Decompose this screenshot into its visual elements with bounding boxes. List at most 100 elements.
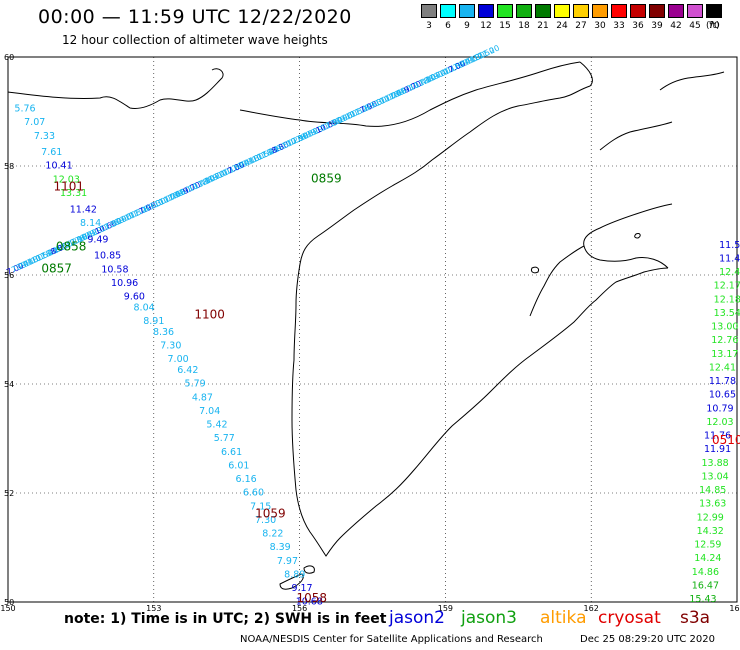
color-scale-label-70: 70: [708, 21, 720, 31]
color-scale-swatch-36: [630, 4, 646, 18]
color-scale-label-33: 33: [613, 21, 625, 31]
swh-label: 7.04: [199, 406, 220, 417]
color-scale-label-45: 45: [689, 21, 701, 31]
swh-label: 13.54: [714, 308, 740, 319]
color-scale-swatch-21: [535, 4, 551, 18]
swh-label: 8.89: [284, 569, 305, 580]
swh-label: 7.33: [34, 131, 55, 142]
x-tick-label-153: 153: [146, 604, 161, 613]
swh-label: 12.59: [694, 540, 721, 551]
color-scale-label-39: 39: [651, 21, 663, 31]
swh-label: 5.76: [14, 104, 35, 115]
swh-label: 10.68: [296, 597, 323, 608]
color-scale-label-18: 18: [518, 21, 530, 31]
color-scale-label-6: 6: [445, 21, 451, 31]
color-scale-swatch-9: [459, 4, 475, 18]
y-tick-label-54: 54: [4, 380, 14, 389]
coastline-6: [599, 121, 673, 151]
color-scale-swatch-3: [421, 4, 437, 18]
swh-label: 8.91: [143, 316, 164, 327]
swh-label: 14.32: [697, 526, 724, 537]
color-scale-label-42: 42: [670, 21, 682, 31]
swh-label: 7.97: [277, 556, 298, 567]
y-tick-label-52: 52: [4, 489, 14, 498]
swh-label: 13.04: [702, 471, 729, 482]
color-scale-swatch-18: [516, 4, 532, 18]
y-tick-label-60: 60: [4, 53, 14, 62]
dense-track-mark: 11.20: [476, 43, 501, 61]
swh-label: 11.4: [719, 253, 740, 264]
swh-label: 10.85: [94, 251, 121, 262]
pass-time-label: 0859: [311, 171, 342, 185]
coastline-7: [659, 71, 725, 91]
color-scale-swatch-24: [554, 4, 570, 18]
swh-label: 14.85: [699, 485, 726, 496]
swh-label: 6.42: [177, 365, 198, 376]
swh-label: 7.30: [160, 341, 181, 352]
small-island-1: [531, 266, 539, 274]
coastline-2: [239, 61, 581, 127]
swh-label: 10.96: [111, 278, 138, 289]
x-tick-label-165: 165: [729, 604, 740, 613]
swh-label: 12.76: [711, 335, 738, 346]
swh-label: 12.03: [706, 417, 733, 428]
x-tick-label-150: 150: [0, 604, 15, 613]
swh-label: 10.58: [101, 264, 128, 275]
swh-label: 9.17: [291, 583, 312, 594]
swh-label: 6.01: [228, 460, 249, 471]
swh-label: 12.41: [709, 362, 736, 373]
swh-label: 12.18: [714, 294, 740, 305]
swh-label: 7.61: [41, 147, 62, 158]
legend-s3a: s3a: [680, 608, 711, 628]
swh-label: 14.86: [692, 567, 719, 578]
swh-label: 12.4: [719, 267, 740, 278]
swh-label: 11.42: [70, 204, 97, 215]
swh-label: 16.47: [692, 580, 719, 591]
x-tick-label-159: 159: [438, 604, 453, 613]
swh-label: 6.61: [221, 447, 242, 458]
legend-jason3: jason3: [461, 608, 517, 628]
small-island-2: [634, 233, 641, 239]
y-tick-label-50: 50: [4, 598, 14, 607]
footer-note: note: 1) Time is in UTC; 2) SWH is in fe…: [64, 611, 387, 627]
pass-time-label: 1059: [255, 507, 286, 521]
swh-label: 10.41: [45, 161, 72, 172]
color-scale-label-24: 24: [556, 21, 568, 31]
swh-label: 5.42: [206, 420, 227, 431]
swh-label: 8.04: [134, 302, 155, 313]
coastline-3: [291, 61, 669, 557]
legend-jason2: jason2: [389, 608, 445, 628]
legend-cryosat: cryosat: [598, 608, 661, 628]
color-scale-swatch-30: [592, 4, 608, 18]
swh-label: 15.43: [689, 594, 716, 605]
color-scale-label-30: 30: [594, 21, 606, 31]
swh-label: 4.87: [192, 392, 213, 403]
color-scale-label-21: 21: [537, 21, 549, 31]
color-scale-label-9: 9: [464, 21, 470, 31]
swh-label: 7.07: [24, 117, 45, 128]
pass-time-label: 1101: [53, 180, 84, 194]
swh-label: 6.16: [236, 474, 257, 485]
x-tick-label-162: 162: [584, 604, 599, 613]
color-scale-label-12: 12: [480, 21, 492, 31]
color-scale-swatch-39: [649, 4, 665, 18]
swh-label: 10.79: [706, 403, 733, 414]
coastline-5: [529, 245, 585, 317]
color-scale-unit: (ft): [706, 21, 720, 31]
color-scale-swatch-45: [687, 4, 703, 18]
swh-label: 13.00: [711, 322, 738, 333]
color-scale-label-3: 3: [426, 21, 432, 31]
swh-label: 11.78: [709, 376, 736, 387]
chart-title: 00:00 — 11:59 UTC 12/22/2020: [38, 6, 352, 28]
swh-label: 13.17: [711, 349, 738, 360]
color-scale-swatch-33: [611, 4, 627, 18]
swh-label: 13.63: [699, 499, 726, 510]
color-scale-swatch-27: [573, 4, 589, 18]
coastline-4: [583, 203, 673, 269]
color-scale-swatch-6: [440, 4, 456, 18]
color-scale-swatch-15: [497, 4, 513, 18]
swh-label: 8.22: [262, 529, 283, 540]
swh-label: 10.65: [709, 390, 736, 401]
generated-timestamp: Dec 25 08:29:20 UTC 2020: [580, 634, 715, 645]
